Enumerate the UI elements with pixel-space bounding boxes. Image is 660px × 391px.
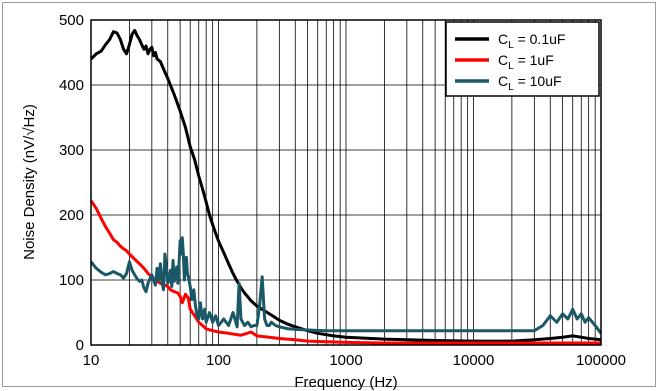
y-axis-label: Noise Density (nV/√Hz) [21, 104, 38, 260]
y-tick-label: 300 [59, 142, 84, 159]
y-tick-labels: 0 100 200 300 400 500 [59, 12, 84, 354]
legend-label: CL = 1uF [498, 52, 554, 72]
series-line-2 [89, 199, 601, 345]
series-line-3 [89, 236, 603, 335]
y-tick-label: 0 [76, 337, 84, 354]
legend-label: CL = 10uF [498, 73, 562, 93]
x-tick-labels: 10 100 1000 10000 100000 [83, 352, 626, 369]
y-tick-label: 200 [59, 207, 84, 224]
x-tick-label: 10000 [453, 352, 495, 369]
legend-label: CL = 0.1uF [498, 31, 565, 51]
x-tick-label: 100 [206, 352, 231, 369]
plot-border [90, 19, 602, 346]
y-tick-label: 100 [59, 272, 84, 289]
x-tick-label: 100000 [576, 352, 626, 369]
series-line-1 [89, 28, 602, 343]
x-tick-label: 10 [83, 352, 100, 369]
series-layer [89, 28, 603, 345]
x-tick-label: 1000 [329, 352, 362, 369]
chart-frame [2, 2, 656, 387]
y-tick-label: 500 [59, 12, 84, 29]
grid [91, 20, 601, 345]
x-axis-label: Frequency (Hz) [294, 374, 397, 391]
y-tick-label: 400 [59, 77, 84, 94]
